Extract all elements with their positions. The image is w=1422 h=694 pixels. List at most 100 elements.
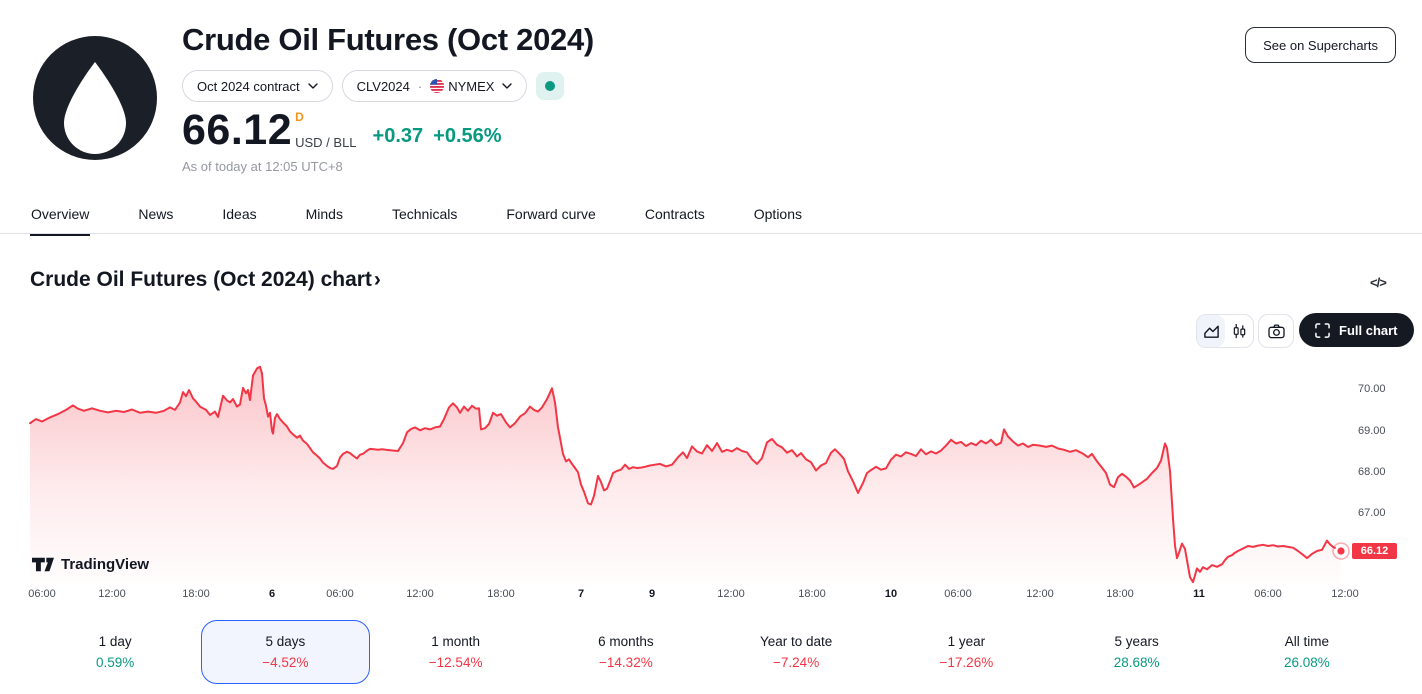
range-5-years[interactable]: 5 years 28.68% (1053, 620, 1221, 684)
tab-forward-curve[interactable]: Forward curve (506, 206, 596, 222)
chart-style-toggle (1196, 314, 1254, 348)
chart-section-heading-link[interactable]: Crude Oil Futures (Oct 2024) chart› (30, 268, 381, 292)
oil-drop-icon (33, 36, 157, 160)
price-area (30, 366, 1341, 585)
contract-dropdown-label: Oct 2024 contract (197, 78, 300, 94)
see-on-supercharts-button[interactable]: See on Supercharts (1245, 27, 1396, 63)
us-flag-icon (430, 79, 445, 93)
last-price-dot-core (1337, 547, 1345, 555)
candles-chart-icon (1233, 323, 1245, 338)
range-label: 1 year (947, 634, 986, 649)
range-6-months[interactable]: 6 months −14.32% (542, 620, 710, 684)
range-1-month[interactable]: 1 month −12.54% (372, 620, 540, 684)
y-axis-tick: 67.00 (1358, 507, 1386, 519)
symbol-exchange-dropdown[interactable]: CLV2024 · NYMEX (341, 70, 528, 102)
tab-ideas[interactable]: Ideas (222, 206, 257, 222)
range-label: All time (1284, 634, 1329, 649)
full-chart-button-label: Full chart (1339, 322, 1398, 338)
last-price: 66.12 (182, 106, 293, 154)
tab-technicals[interactable]: Technicals (391, 206, 458, 222)
price-change: +0.37 +0.56% (373, 125, 502, 150)
tab-contracts[interactable]: Contracts (644, 206, 705, 222)
price-line (29, 365, 1342, 584)
market-open-status-badge (536, 72, 565, 100)
tab-news[interactable]: News (138, 206, 174, 222)
tradingview-watermark-link[interactable]: TradingView (32, 556, 149, 573)
tradingview-logo-icon (32, 557, 54, 572)
chevron-down-icon (502, 83, 513, 89)
tab-overview[interactable]: Overview (30, 199, 91, 236)
oil-drop-logo (33, 36, 157, 160)
x-axis-time-tick: 18:00 (798, 588, 826, 600)
exchange-label: NYMEX (448, 78, 495, 94)
chevron-down-icon (307, 83, 318, 89)
tradingview-watermark-label: TradingView (61, 556, 150, 573)
area-chart-icon (1203, 325, 1219, 338)
symbol-separator: · (417, 78, 423, 94)
x-axis-date-tick: 6 (268, 588, 276, 600)
supercharts-button-label: See on Supercharts (1263, 37, 1378, 53)
range-change: 0.59% (95, 655, 135, 670)
candles-style-button[interactable] (1225, 315, 1253, 347)
range-1-year[interactable]: 1 year −17.26% (882, 620, 1050, 684)
chevron-right-icon: › (373, 268, 381, 291)
as-of-timestamp: As of today at 12:05 UTC+8 (182, 159, 343, 174)
x-axis-time-tick: 18:00 (1106, 588, 1134, 600)
range-1-day[interactable]: 1 day 0.59% (31, 620, 199, 684)
x-axis-time-tick: 06:00 (944, 588, 972, 600)
range-change: −4.52% (262, 655, 309, 670)
price-area-svg (29, 365, 1350, 585)
x-axis-time-tick: 12:00 (1331, 588, 1359, 600)
y-axis-tick: 69.00 (1358, 425, 1386, 437)
x-axis-time-tick: 12:00 (98, 588, 126, 600)
interval-badge: D (295, 110, 304, 124)
range-selector: 1 day 0.59% 5 days −4.52% 1 month −12.54… (30, 620, 1392, 684)
range-label: 1 day (98, 634, 132, 649)
range-year-to-date[interactable]: Year to date −7.24% (712, 620, 880, 684)
chart-heading-text: Crude Oil Futures (Oct 2024) chart (30, 268, 372, 291)
x-axis-time-tick: 12:00 (1026, 588, 1054, 600)
range-label: Year to date (759, 634, 833, 649)
tab-options[interactable]: Options (753, 206, 802, 222)
range-label: 5 years (1114, 634, 1159, 649)
x-axis-time-tick: 06:00 (1254, 588, 1282, 600)
change-percent: +0.56% (433, 125, 502, 147)
range-change: 26.08% (1283, 655, 1330, 670)
page-title: Crude Oil Futures (Oct 2024) (182, 22, 594, 57)
contract-dropdown[interactable]: Oct 2024 contract (182, 70, 333, 102)
range-5-days[interactable]: 5 days −4.52% (201, 620, 370, 684)
price-meta: D USD / BLL (295, 110, 356, 150)
tab-bar: Overview News Ideas Minds Technicals For… (30, 199, 803, 236)
embed-code-icon[interactable]: </> (1370, 275, 1387, 290)
range-label: 1 month (431, 634, 481, 649)
x-axis-time-tick: 12:00 (406, 588, 434, 600)
last-price-badge: 66.12 (1352, 543, 1397, 560)
x-axis-time-tick: 18:00 (182, 588, 210, 600)
range-change: −17.26% (939, 655, 994, 670)
x-axis-time-tick: 12:00 (717, 588, 745, 600)
snapshot-button[interactable] (1258, 314, 1294, 348)
area-style-button[interactable] (1197, 315, 1225, 347)
y-axis-tick: 68.00 (1358, 466, 1386, 478)
full-chart-button[interactable]: Full chart (1299, 313, 1414, 347)
range-all-time[interactable]: All time 26.08% (1223, 620, 1391, 684)
last-price-dot-outer (1332, 542, 1350, 560)
fullscreen-icon (1315, 322, 1330, 338)
price-block: 66.12 D USD / BLL +0.37 +0.56% (182, 106, 502, 154)
price-unit: USD / BLL (295, 135, 357, 150)
x-axis-time-tick: 06:00 (326, 588, 354, 600)
x-axis-date-tick: 7 (577, 588, 585, 600)
x-axis-time-tick: 18:00 (487, 588, 515, 600)
x-axis-time-tick: 06:00 (28, 588, 56, 600)
x-axis-date-tick: 10 (884, 588, 898, 600)
symbol-controls: Oct 2024 contract CLV2024 · NYMEX (182, 70, 565, 102)
range-change: 28.68% (1113, 655, 1160, 670)
range-label: 5 days (265, 634, 306, 649)
range-change: −14.32% (599, 655, 653, 670)
change-absolute: +0.37 (372, 125, 424, 147)
range-change: −12.54% (428, 655, 483, 670)
tab-minds[interactable]: Minds (305, 206, 343, 222)
market-open-dot-icon (545, 81, 556, 91)
